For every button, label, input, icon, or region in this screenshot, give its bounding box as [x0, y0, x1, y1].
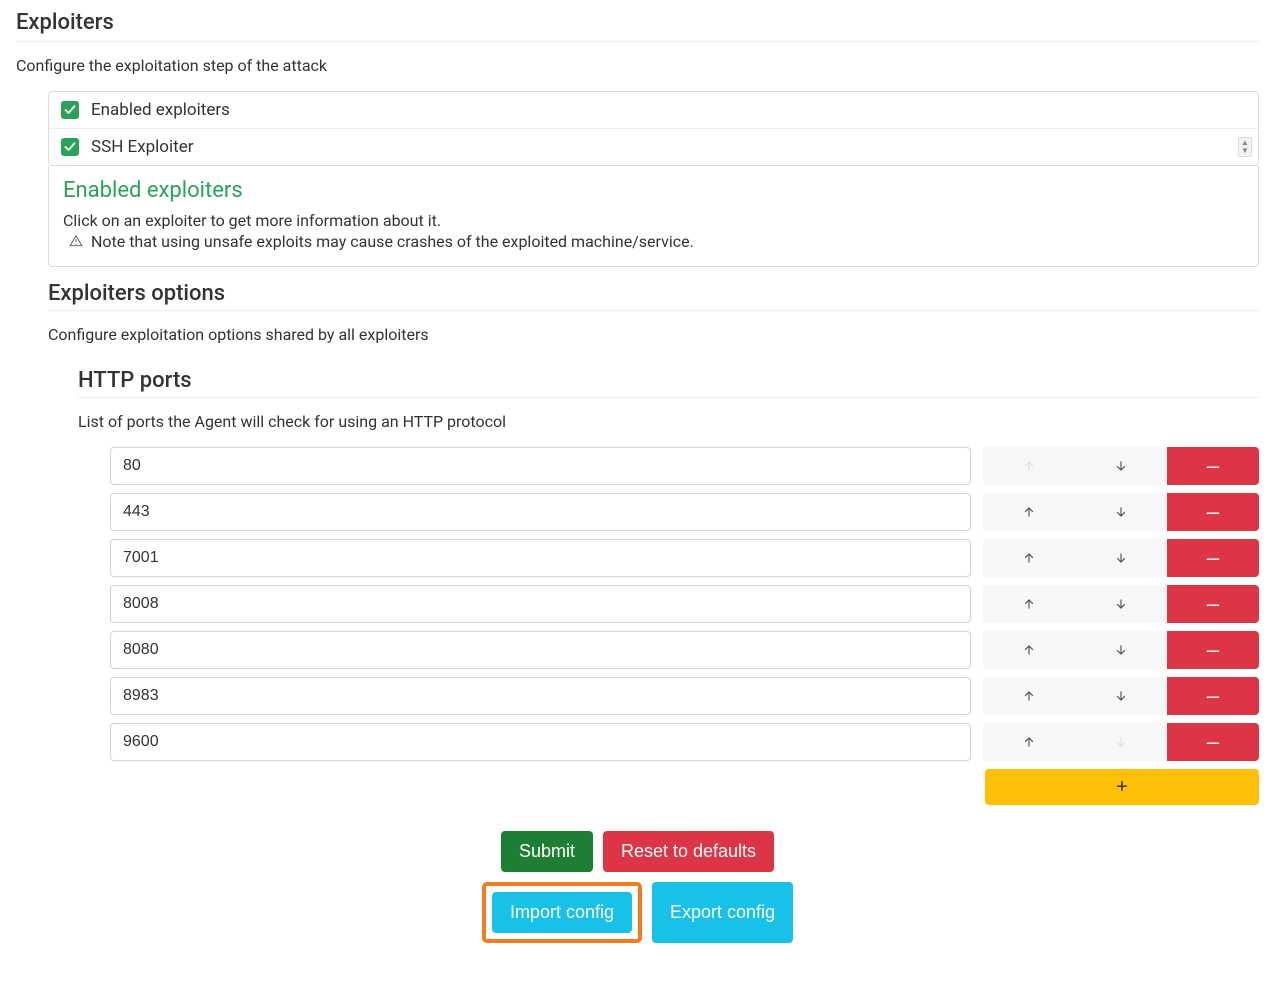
move-down-button[interactable] [1075, 585, 1167, 623]
info-title: Enabled exploiters [63, 178, 1244, 203]
port-row: – [110, 447, 1259, 485]
enabled-exploiters-checkbox[interactable] [61, 101, 79, 119]
info-note-text: Note that using unsafe exploits may caus… [91, 232, 694, 251]
reset-defaults-button[interactable]: Reset to defaults [603, 831, 774, 872]
import-highlight: Import config [482, 882, 642, 943]
import-config-button[interactable]: Import config [492, 892, 632, 933]
info-note: Note that using unsafe exploits may caus… [69, 232, 1244, 252]
ssh-exploiter-row[interactable]: SSH Exploiter ▲ ▼ [49, 128, 1258, 165]
move-down-button[interactable] [1075, 539, 1167, 577]
divider [16, 41, 1259, 42]
options-title: Exploiters options [48, 281, 1259, 306]
port-row: – [110, 585, 1259, 623]
row-spinner[interactable]: ▲ ▼ [1238, 137, 1252, 157]
add-port-button[interactable]: + [985, 769, 1259, 805]
move-up-button[interactable] [983, 631, 1075, 669]
port-row: – [110, 631, 1259, 669]
move-down-button[interactable] [1075, 677, 1167, 715]
port-row-controls: – [983, 447, 1259, 485]
remove-port-button[interactable]: – [1167, 447, 1259, 485]
exploiters-desc: Configure the exploitation step of the a… [16, 56, 1259, 75]
enabled-exploiters-info: Enabled exploiters Click on an exploiter… [48, 166, 1259, 267]
http-ports-list: – – – – – – – [110, 447, 1259, 761]
ssh-exploiter-checkbox[interactable] [61, 138, 79, 156]
port-input[interactable] [110, 539, 971, 577]
move-up-button[interactable] [983, 493, 1075, 531]
move-down-button[interactable] [1075, 447, 1167, 485]
footer-buttons: Submit Reset to defaults Import config E… [16, 831, 1259, 943]
http-ports-desc: List of ports the Agent will check for u… [78, 412, 1259, 431]
port-input[interactable] [110, 447, 971, 485]
warning-icon [69, 233, 83, 252]
divider [78, 397, 1259, 398]
port-input[interactable] [110, 585, 971, 623]
port-input[interactable] [110, 493, 971, 531]
port-row-controls: – [983, 493, 1259, 531]
move-up-button[interactable] [983, 539, 1075, 577]
move-up-button[interactable] [983, 723, 1075, 761]
port-row: – [110, 723, 1259, 761]
move-up-button[interactable] [983, 677, 1075, 715]
divider [48, 310, 1259, 311]
port-input[interactable] [110, 631, 971, 669]
remove-port-button[interactable]: – [1167, 631, 1259, 669]
remove-port-button[interactable]: – [1167, 677, 1259, 715]
port-row: – [110, 677, 1259, 715]
remove-port-button[interactable]: – [1167, 585, 1259, 623]
port-row-controls: – [983, 631, 1259, 669]
port-input[interactable] [110, 723, 971, 761]
exploiters-title: Exploiters [16, 0, 1259, 37]
enabled-exploiters-row[interactable]: Enabled exploiters [49, 92, 1258, 128]
remove-port-button[interactable]: – [1167, 539, 1259, 577]
port-row: – [110, 539, 1259, 577]
port-input[interactable] [110, 677, 971, 715]
export-config-button[interactable]: Export config [652, 882, 793, 943]
port-row: – [110, 493, 1259, 531]
move-up-button [983, 447, 1075, 485]
remove-port-button[interactable]: – [1167, 493, 1259, 531]
move-up-button[interactable] [983, 585, 1075, 623]
port-row-controls: – [983, 539, 1259, 577]
info-body: Click on an exploiter to get more inform… [63, 211, 1244, 230]
ssh-exploiter-label: SSH Exploiter [91, 137, 193, 157]
spinner-down-icon[interactable]: ▼ [1241, 147, 1249, 155]
submit-button[interactable]: Submit [501, 831, 593, 872]
enabled-exploiters-label: Enabled exploiters [91, 100, 230, 120]
move-down-button[interactable] [1075, 631, 1167, 669]
move-down-button [1075, 723, 1167, 761]
port-row-controls: – [983, 723, 1259, 761]
exploiters-panel: Enabled exploiters SSH Exploiter ▲ ▼ [48, 91, 1259, 166]
options-desc: Configure exploitation options shared by… [48, 325, 1259, 344]
http-ports-title: HTTP ports [78, 368, 1259, 393]
remove-port-button[interactable]: – [1167, 723, 1259, 761]
port-row-controls: – [983, 677, 1259, 715]
move-down-button[interactable] [1075, 493, 1167, 531]
port-row-controls: – [983, 585, 1259, 623]
